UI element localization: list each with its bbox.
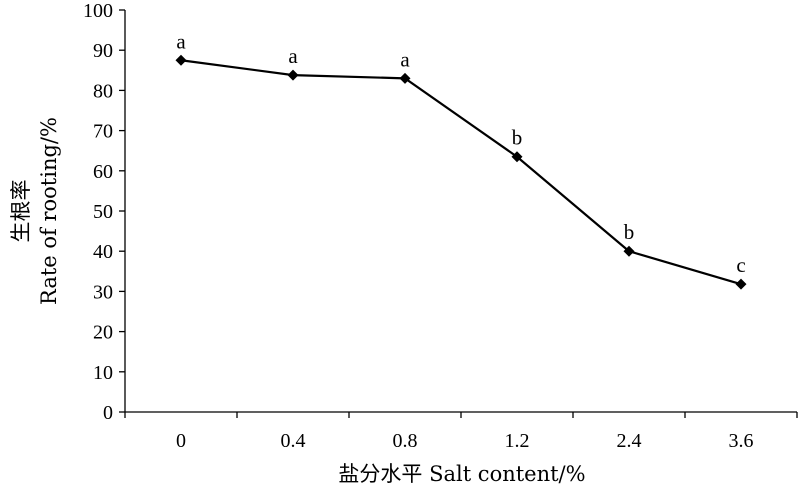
data-point: [399, 72, 411, 84]
y-tick-label: 40: [93, 241, 113, 263]
y-tick-label: 20: [93, 322, 113, 344]
x-tick-label: 0.4: [281, 430, 306, 452]
y-axis-title-cn: 生根率: [9, 180, 33, 243]
y-tick-label: 30: [93, 281, 113, 303]
significance-label: b: [512, 126, 523, 150]
y-tick-label: 80: [93, 80, 113, 102]
y-tick-label: 60: [93, 161, 113, 183]
x-tick-label: 0.8: [393, 430, 418, 452]
x-tick-label: 3.6: [729, 430, 754, 452]
y-ticks: 0 10 20 30 40 50 60 70 80 90 100: [83, 0, 125, 424]
x-ticks: 0 0.4 0.8 1.2 2.4 3.6: [124, 412, 798, 452]
y-tick-label: 70: [93, 121, 113, 143]
significance-label: c: [736, 253, 745, 277]
y-tick-label: 90: [93, 40, 113, 62]
x-tick-label: 0: [176, 430, 186, 452]
axes: 0 10 20 30 40 50 60 70 80 90 100 0 0.4 0.8 1.2 2.4 3.6: [83, 0, 798, 452]
y-tick-label: 50: [93, 201, 113, 223]
y-axis-title: Rate of rooting/%: [37, 117, 61, 305]
significance-label: b: [624, 220, 635, 244]
data-point: [175, 54, 187, 66]
x-tick-label: 1.2: [505, 430, 530, 452]
data-point: [287, 69, 299, 81]
data-series: a a a b b c: [175, 29, 747, 290]
y-tick-label: 0: [103, 402, 113, 424]
significance-label: a: [288, 44, 298, 68]
significance-label: a: [176, 29, 186, 53]
x-axis-title: 盐分水平 Salt content/%: [338, 462, 585, 486]
data-point: [511, 151, 523, 163]
significance-label: a: [400, 47, 410, 71]
y-tick-label: 10: [93, 362, 113, 384]
series-line: [180, 59, 742, 286]
data-point: [623, 245, 635, 257]
y-tick-label: 100: [83, 0, 113, 22]
x-tick-label: 2.4: [617, 430, 642, 452]
data-point: [735, 278, 747, 290]
